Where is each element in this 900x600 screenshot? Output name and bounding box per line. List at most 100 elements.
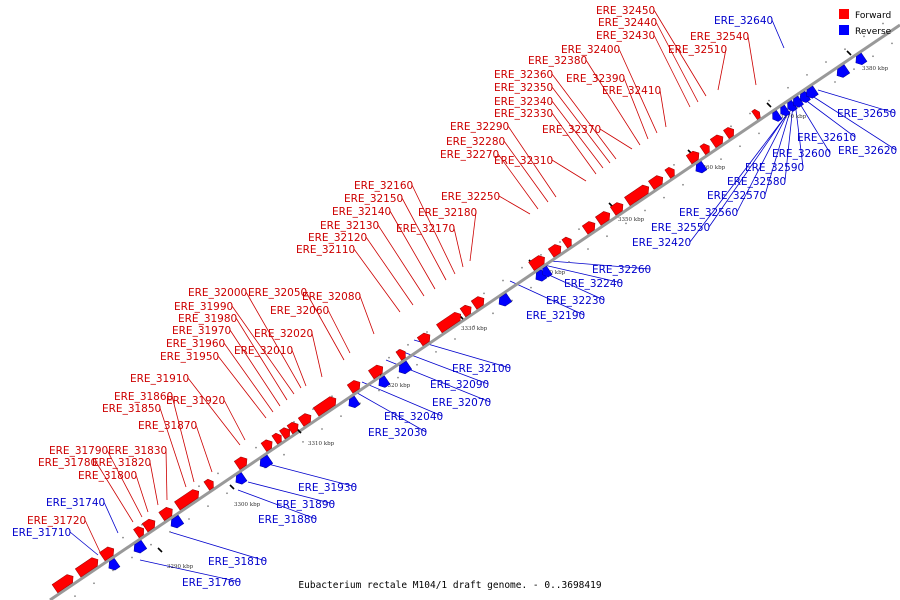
gene-forward[interactable] (609, 200, 626, 216)
gene-reverse[interactable] (131, 539, 148, 555)
gene-forward[interactable] (133, 524, 146, 539)
gene-forward[interactable] (141, 517, 158, 533)
gene-reverse[interactable] (785, 100, 798, 113)
gene-forward[interactable] (395, 347, 408, 361)
gene-label-forward[interactable]: ERE_31720 (27, 515, 86, 527)
gene-forward[interactable] (685, 149, 702, 165)
gene-forward[interactable] (723, 125, 736, 140)
gene-label-reverse[interactable]: ERE_31880 (258, 514, 317, 526)
gene-label-reverse[interactable]: ERE_32600 (772, 148, 831, 160)
gene-label-forward[interactable]: ERE_32450 (596, 5, 655, 17)
gene-forward[interactable] (297, 411, 314, 427)
gene-label-reverse[interactable]: ERE_32030 (368, 427, 427, 439)
gene-forward[interactable] (99, 545, 116, 562)
gene-label-reverse[interactable]: ERE_32190 (526, 310, 585, 322)
gene-forward[interactable] (459, 303, 474, 318)
gene-label-reverse[interactable]: ERE_32560 (679, 207, 738, 219)
gene-reverse[interactable] (376, 375, 391, 390)
gene-label-forward[interactable]: ERE_32010 (234, 345, 293, 357)
gene-label-forward[interactable]: ERE_32400 (561, 44, 620, 56)
gene-label-forward[interactable]: ERE_31970 (172, 325, 231, 337)
gene-label-forward[interactable]: ERE_31790 (49, 445, 108, 457)
gene-label-forward[interactable]: ERE_31850 (102, 403, 161, 415)
gene-label-forward[interactable]: ERE_32080 (302, 291, 361, 303)
gene-label-forward[interactable]: ERE_32000 (188, 287, 247, 299)
gene-label-forward[interactable]: ERE_31950 (160, 351, 219, 363)
gene-label-forward[interactable]: ERE_32330 (494, 108, 553, 120)
gene-label-forward[interactable]: ERE_32120 (308, 232, 367, 244)
gene-reverse[interactable] (797, 90, 811, 104)
gene-label-reverse[interactable]: ERE_31890 (276, 499, 335, 511)
gene-label-forward[interactable]: ERE_32150 (344, 193, 403, 205)
gene-forward[interactable] (279, 426, 292, 440)
gene-reverse[interactable] (396, 360, 413, 376)
gene-forward[interactable] (286, 420, 301, 435)
gene-reverse[interactable] (693, 161, 708, 175)
gene-forward[interactable] (416, 331, 433, 347)
gene-label-forward[interactable]: ERE_32110 (296, 244, 355, 256)
gene-label-forward[interactable]: ERE_32290 (450, 121, 509, 133)
gene-label-forward[interactable]: ERE_32380 (528, 55, 587, 67)
gene-label-forward[interactable]: ERE_32050 (248, 287, 307, 299)
gene-label-reverse[interactable]: ERE_32040 (384, 411, 443, 423)
gene-label-forward[interactable]: ERE_32270 (440, 149, 499, 161)
gene-reverse[interactable] (233, 472, 248, 487)
gene-label-forward[interactable]: ERE_31870 (138, 420, 197, 432)
gene-forward[interactable] (74, 555, 100, 578)
gene-label-forward[interactable]: ERE_32140 (332, 206, 391, 218)
gene-label-reverse[interactable]: ERE_32640 (714, 15, 773, 27)
gene-label-forward[interactable]: ERE_32130 (320, 220, 379, 232)
gene-reverse[interactable] (346, 395, 361, 410)
gene-label-reverse[interactable]: ERE_32230 (546, 295, 605, 307)
gene-label-forward[interactable]: ERE_32440 (598, 17, 657, 29)
gene-forward[interactable] (648, 173, 665, 190)
gene-label-reverse[interactable]: ERE_32620 (838, 145, 897, 157)
gene-label-reverse[interactable]: ERE_31760 (182, 577, 241, 589)
gene-label-forward[interactable]: ERE_31860 (114, 391, 173, 403)
gene-forward[interactable] (271, 431, 284, 445)
gene-label-forward[interactable]: ERE_32540 (690, 31, 749, 43)
gene-label-reverse[interactable]: ERE_32580 (727, 176, 786, 188)
gene-label-forward[interactable]: ERE_32430 (596, 30, 655, 42)
gene-reverse[interactable] (257, 454, 274, 470)
gene-forward[interactable] (233, 455, 250, 470)
gene-label-forward[interactable]: ERE_32060 (270, 305, 329, 317)
gene-label-forward[interactable]: ERE_32170 (396, 223, 455, 235)
gene-label-reverse[interactable]: ERE_32570 (707, 190, 766, 202)
gene-forward[interactable] (561, 235, 574, 249)
gene-forward[interactable] (312, 394, 338, 417)
gene-forward[interactable] (174, 487, 201, 511)
gene-label-forward[interactable]: ERE_32180 (418, 207, 477, 219)
gene-label-forward[interactable]: ERE_31830 (108, 445, 167, 457)
gene-label-reverse[interactable]: ERE_31930 (298, 482, 357, 494)
gene-reverse[interactable] (533, 269, 548, 284)
gene-reverse[interactable] (770, 110, 783, 123)
gene-reverse[interactable] (790, 95, 804, 109)
gene-forward[interactable] (158, 505, 175, 521)
gene-reverse[interactable] (804, 85, 819, 100)
gene-forward[interactable] (624, 183, 651, 207)
gene-label-reverse[interactable]: ERE_31740 (46, 497, 105, 509)
gene-label-forward[interactable]: ERE_32370 (542, 124, 601, 136)
gene-label-reverse[interactable]: ERE_32240 (564, 278, 623, 290)
gene-label-reverse[interactable]: ERE_31810 (208, 556, 267, 568)
gene-forward[interactable] (368, 363, 385, 380)
gene-label-reverse[interactable]: ERE_32590 (745, 162, 804, 174)
gene-forward[interactable] (751, 108, 763, 120)
gene-forward[interactable] (699, 142, 712, 155)
gene-label-forward[interactable]: ERE_32160 (354, 180, 413, 192)
gene-forward[interactable] (547, 242, 564, 258)
gene-reverse[interactable] (778, 104, 791, 118)
gene-reverse[interactable] (106, 558, 121, 572)
gene-label-forward[interactable]: ERE_32280 (446, 136, 505, 148)
gene-label-reverse[interactable]: ERE_32100 (452, 363, 511, 375)
gene-reverse[interactable] (834, 64, 851, 80)
gene-label-forward[interactable]: ERE_32510 (668, 44, 727, 56)
gene-forward[interactable] (260, 438, 275, 452)
gene-forward[interactable] (528, 253, 548, 271)
gene-forward[interactable] (203, 477, 216, 491)
gene-label-forward[interactable]: ERE_32310 (494, 155, 553, 167)
gene-forward[interactable] (346, 378, 363, 394)
gene-forward[interactable] (581, 219, 598, 235)
gene-label-forward[interactable]: ERE_32020 (254, 328, 313, 340)
